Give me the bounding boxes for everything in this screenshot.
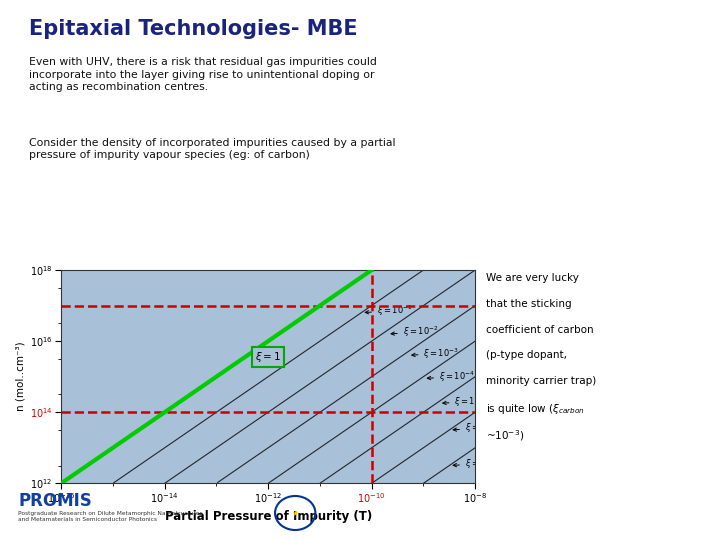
Text: $\xi = 1$: $\xi = 1$ xyxy=(255,350,282,364)
Text: $\xi = 10^{-2}$: $\xi = 10^{-2}$ xyxy=(391,325,438,340)
Text: ★: ★ xyxy=(292,509,299,517)
Text: ~$\it{10}^{-3}$): ~$\it{10}^{-3}$) xyxy=(486,428,524,443)
Text: Postgraduate Research on Dilute Metamorphic Nanostructures
and Metamaterials in : Postgraduate Research on Dilute Metamorp… xyxy=(18,511,202,522)
Text: $\xi = 10^{-6}$: $\xi = 10^{-6}$ xyxy=(453,421,501,435)
Text: $\xi = 10^{-5}$: $\xi = 10^{-5}$ xyxy=(443,394,490,409)
Text: We are very lucky: We are very lucky xyxy=(486,273,579,283)
Text: Epitaxial Technologies- MBE: Epitaxial Technologies- MBE xyxy=(29,19,357,39)
Text: $\xi = 10^{-1}$: $\xi = 10^{-1}$ xyxy=(365,303,413,318)
Y-axis label: n (mol..cm⁻³): n (mol..cm⁻³) xyxy=(16,342,26,411)
Text: is quite low ($\xi_{carbon}$: is quite low ($\xi_{carbon}$ xyxy=(486,402,585,416)
Text: minority carrier trap): minority carrier trap) xyxy=(486,376,596,387)
X-axis label: Partial Pressure of Impurity (T): Partial Pressure of Impurity (T) xyxy=(165,510,372,523)
Text: that the sticking: that the sticking xyxy=(486,299,572,309)
Text: Consider the density of incorporated impurities caused by a partial
pressure of : Consider the density of incorporated imp… xyxy=(29,138,395,160)
Text: $\xi = 10^{-7}$: $\xi = 10^{-7}$ xyxy=(453,456,500,471)
Text: (p-type dopant,: (p-type dopant, xyxy=(486,350,567,361)
Text: PROMIS: PROMIS xyxy=(18,492,91,510)
Text: Even with UHV, there is a risk that residual gas impurities could
incorporate in: Even with UHV, there is a risk that resi… xyxy=(29,57,377,92)
Text: coefficient of carbon: coefficient of carbon xyxy=(486,325,593,335)
Text: $\xi = 10^{-3}$: $\xi = 10^{-3}$ xyxy=(412,346,459,361)
Text: $\xi = 10^{-4}$: $\xi = 10^{-4}$ xyxy=(427,369,475,384)
